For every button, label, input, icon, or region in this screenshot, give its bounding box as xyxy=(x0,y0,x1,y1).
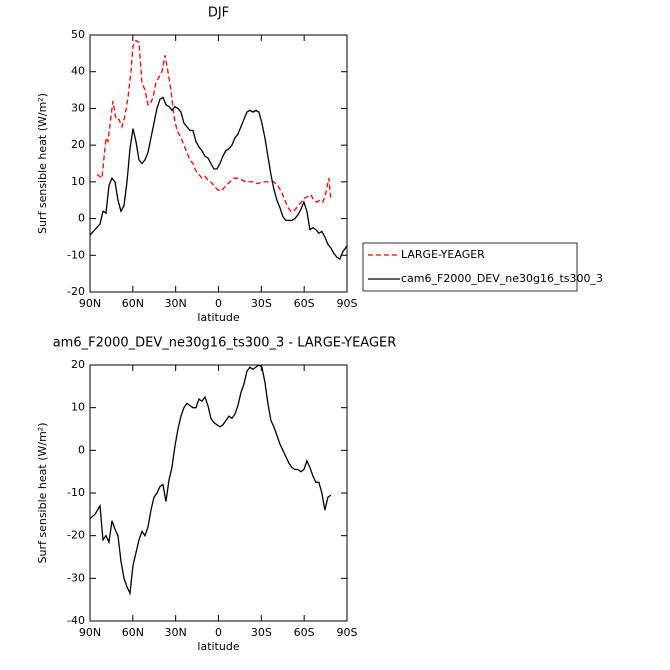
x-tick-label: 90S xyxy=(337,297,358,310)
x-tick-label: 0 xyxy=(215,626,222,639)
x-axis-label: latitude xyxy=(197,640,239,653)
plot-frame xyxy=(89,364,348,622)
line-series xyxy=(96,39,332,212)
y-tick-label: 30 xyxy=(71,101,85,114)
y-tick-label: 0 xyxy=(78,212,85,225)
legend-label: LARGE-YEAGER xyxy=(401,248,485,261)
x-tick-label: 30S xyxy=(251,626,272,639)
line-series xyxy=(89,96,348,260)
x-axis-label: latitude xyxy=(197,311,239,324)
x-tick-label: 90S xyxy=(337,626,358,639)
x-tick-label: 30N xyxy=(165,626,187,639)
y-tick-label: -20 xyxy=(67,285,85,298)
y-tick-label: 40 xyxy=(71,65,85,78)
y-tick-label: 20 xyxy=(71,358,85,371)
y-tick-label: -10 xyxy=(67,248,85,261)
y-tick-label: -30 xyxy=(67,571,85,584)
y-tick-label: -20 xyxy=(67,529,85,542)
plot-frame xyxy=(89,34,348,293)
x-tick-label: 30N xyxy=(165,297,187,310)
y-tick-label: 50 xyxy=(71,28,85,41)
x-tick-label: 90N xyxy=(79,297,101,310)
x-tick-label: 90N xyxy=(79,626,101,639)
line-series xyxy=(89,364,332,596)
chart-title: am6_F2000_DEV_ne30g16_ts300_3 - LARGE-YE… xyxy=(53,336,397,351)
x-tick-label: 0 xyxy=(215,297,222,310)
y-tick-label: -40 xyxy=(67,614,85,627)
y-tick-label: 0 xyxy=(78,443,85,456)
x-tick-label: 30S xyxy=(251,297,272,310)
chart-title: DJF xyxy=(208,6,229,21)
y-tick-label: 10 xyxy=(71,175,85,188)
y-axis-label: Surf sensible heat (W/m²) xyxy=(36,93,49,234)
y-axis-label: Surf sensible heat (W/m²) xyxy=(36,423,49,564)
legend-box xyxy=(362,242,578,292)
x-tick-label: 60S xyxy=(294,297,315,310)
y-tick-label: -10 xyxy=(67,486,85,499)
y-tick-label: 20 xyxy=(71,138,85,151)
y-tick-label: 10 xyxy=(71,401,85,414)
x-tick-label: 60N xyxy=(122,626,144,639)
legend-label: cam6_F2000_DEV_ne30g16_ts300_3 xyxy=(401,272,603,285)
x-tick-label: 60N xyxy=(122,297,144,310)
x-tick-label: 60S xyxy=(294,626,315,639)
